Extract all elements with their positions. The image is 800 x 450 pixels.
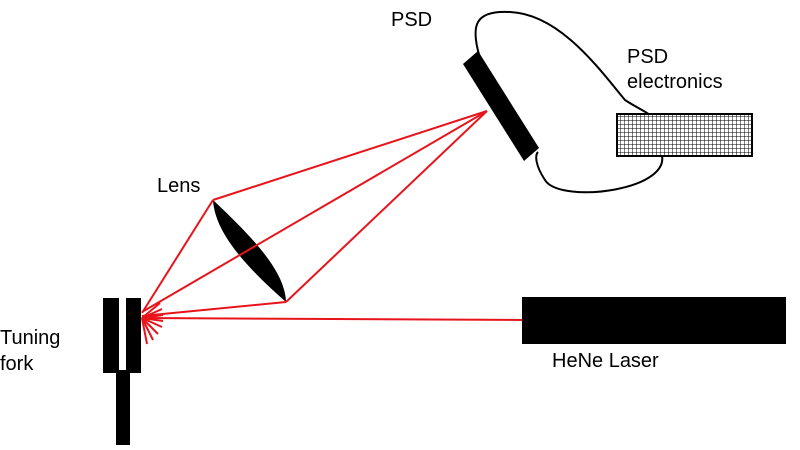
tuning-fork-prong-left xyxy=(103,298,119,373)
psd-electronics-box xyxy=(616,113,753,157)
psd-electronics-label-line2: electronics xyxy=(627,71,723,93)
tuning-fork-stem xyxy=(116,370,130,445)
lens xyxy=(213,200,286,302)
tuning-fork xyxy=(103,298,141,445)
tuning-fork-prong-right xyxy=(126,298,141,373)
psd-label: PSD xyxy=(391,9,433,31)
beam-fork-to-lens-top xyxy=(141,199,214,314)
tuning-fork-label-line2: fork xyxy=(0,353,34,375)
psd-cable xyxy=(474,10,664,194)
tuning-fork-label-line1: Tuning xyxy=(0,327,61,349)
psd-detector xyxy=(463,51,539,161)
beam-lens-bottom-to-psd xyxy=(285,110,488,303)
beam-fork-to-lens-bottom xyxy=(141,301,287,317)
laser-beams xyxy=(141,110,523,345)
beam-fork-to-psd xyxy=(141,110,488,313)
beam-laser-to-fork xyxy=(141,317,523,321)
hene-laser xyxy=(522,297,786,344)
beam-lens-top-to-psd xyxy=(212,110,488,201)
lens-label: Lens xyxy=(157,175,201,197)
laser-label: HeNe Laser xyxy=(552,350,659,372)
psd-electronics-label-line1: PSD xyxy=(627,46,669,68)
